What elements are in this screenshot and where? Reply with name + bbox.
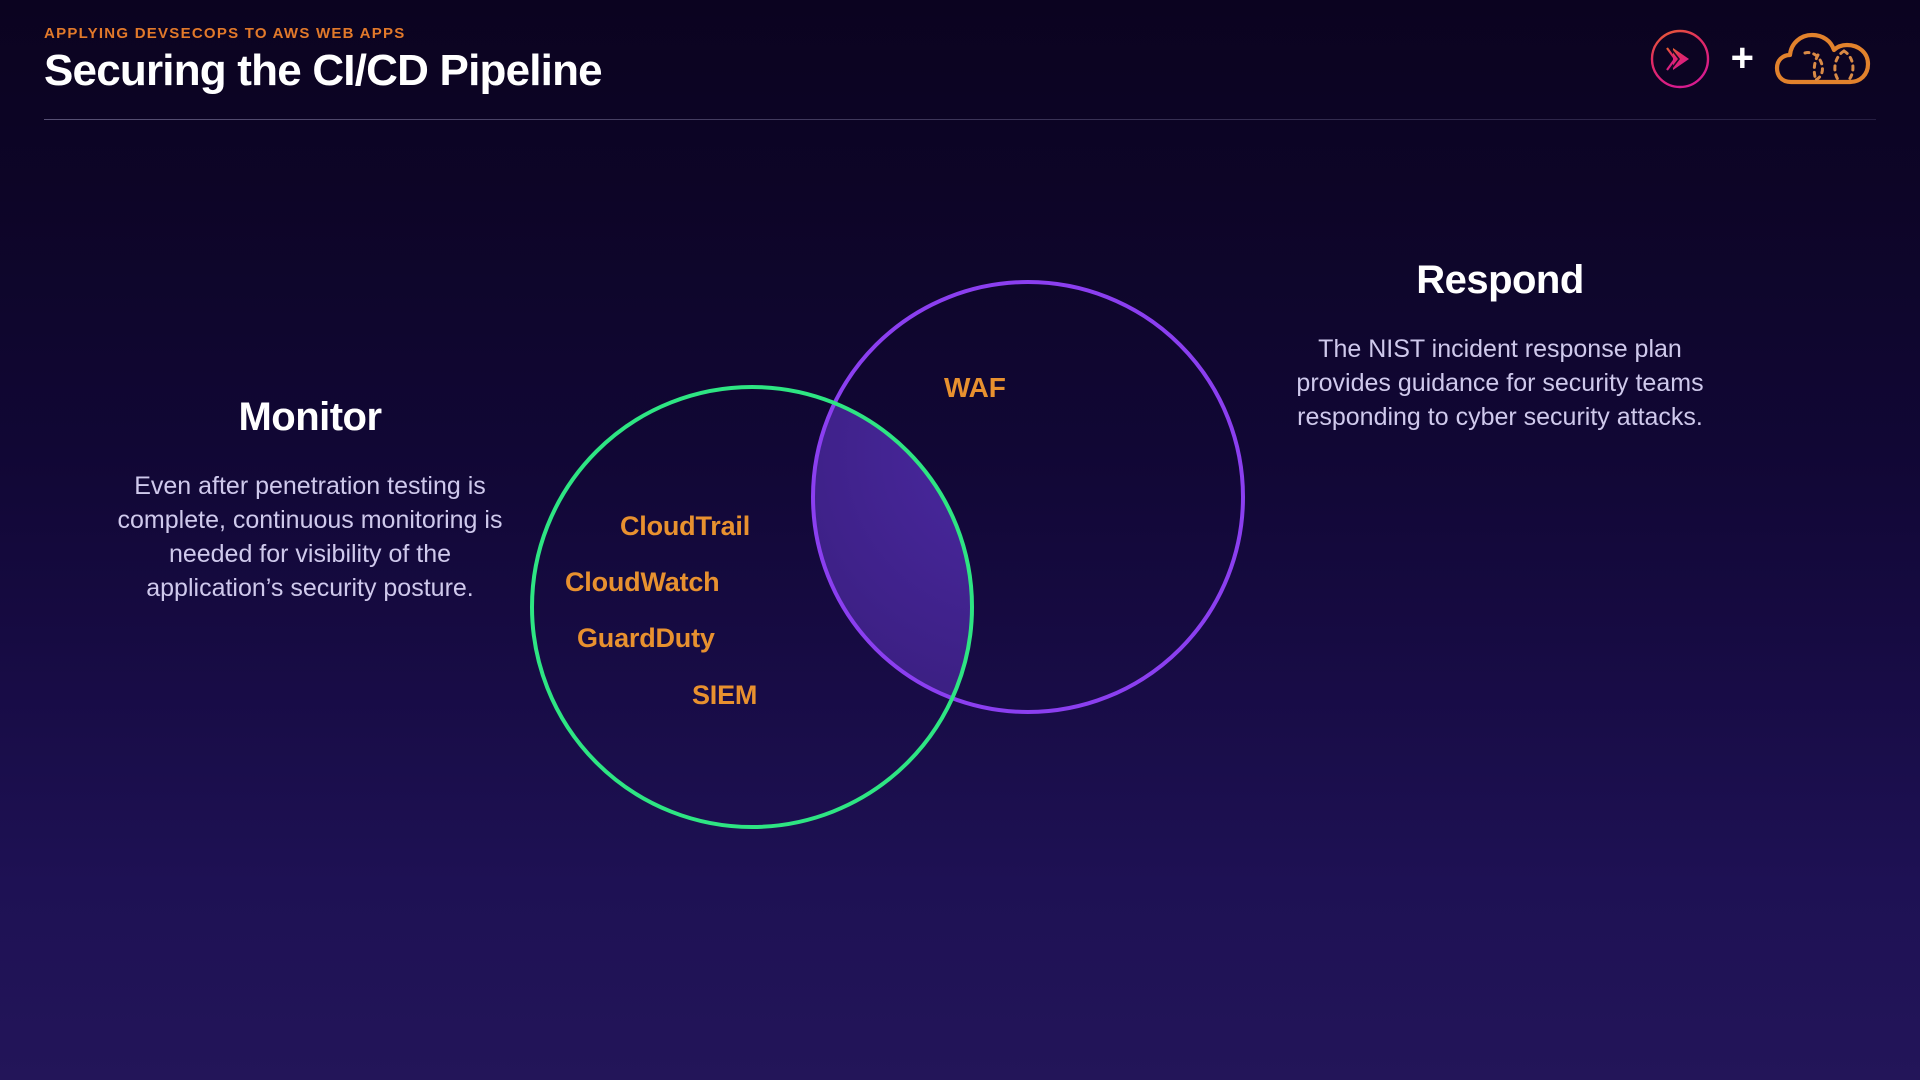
venn-overlap-region (813, 387, 972, 712)
play-logo-chevron-inner (1671, 49, 1680, 69)
monitor-body: Even after penetration testing is comple… (117, 472, 503, 602)
venn-label-guardduty: GuardDuty (577, 623, 715, 653)
play-logo-ring (1650, 29, 1709, 89)
cloud-outline-path (1774, 32, 1871, 85)
play-logo-triangle (1672, 48, 1689, 70)
page-title: Securing the CI/CD Pipeline (44, 46, 603, 95)
cloud-dashed-arc-right-a (1833, 49, 1846, 83)
respond-body: The NIST incident response plan provides… (1296, 335, 1704, 431)
venn-label-waf: WAF (944, 372, 1006, 403)
play-logo-chevron-outer (1665, 47, 1677, 71)
cloud-dashed-arc-left (1803, 51, 1824, 83)
respond-heading: Respond (1416, 258, 1584, 302)
cloud-dashed-arc-mid (1812, 53, 1820, 82)
venn-label-cloudtrail: CloudTrail (620, 511, 751, 541)
brand-logo-group: + (1649, 20, 1874, 98)
venn-circle-monitor (530, 385, 974, 829)
cloud-outline-logo (1774, 32, 1871, 85)
venn-circle-respond (811, 280, 1245, 714)
venn-label-cloudwatch: CloudWatch (565, 567, 720, 597)
respond-text-block: Respond The NIST incident response plan … (1290, 258, 1710, 434)
monitor-text-block: Monitor Even after penetration testing i… (110, 395, 510, 605)
play-circle-logo (1650, 29, 1709, 89)
header-eyebrow: APPLYING DEVSECOPS TO AWS WEB APPS (44, 25, 406, 42)
cloud-dashed-arc-right-b (1842, 49, 1855, 83)
header-divider (44, 119, 1876, 120)
plus-separator: + (1730, 35, 1754, 80)
slide-header: APPLYING DEVSECOPS TO AWS WEB APPS Secur… (44, 0, 1876, 120)
venn-label-siem: SIEM (692, 680, 758, 710)
monitor-heading: Monitor (238, 395, 382, 439)
